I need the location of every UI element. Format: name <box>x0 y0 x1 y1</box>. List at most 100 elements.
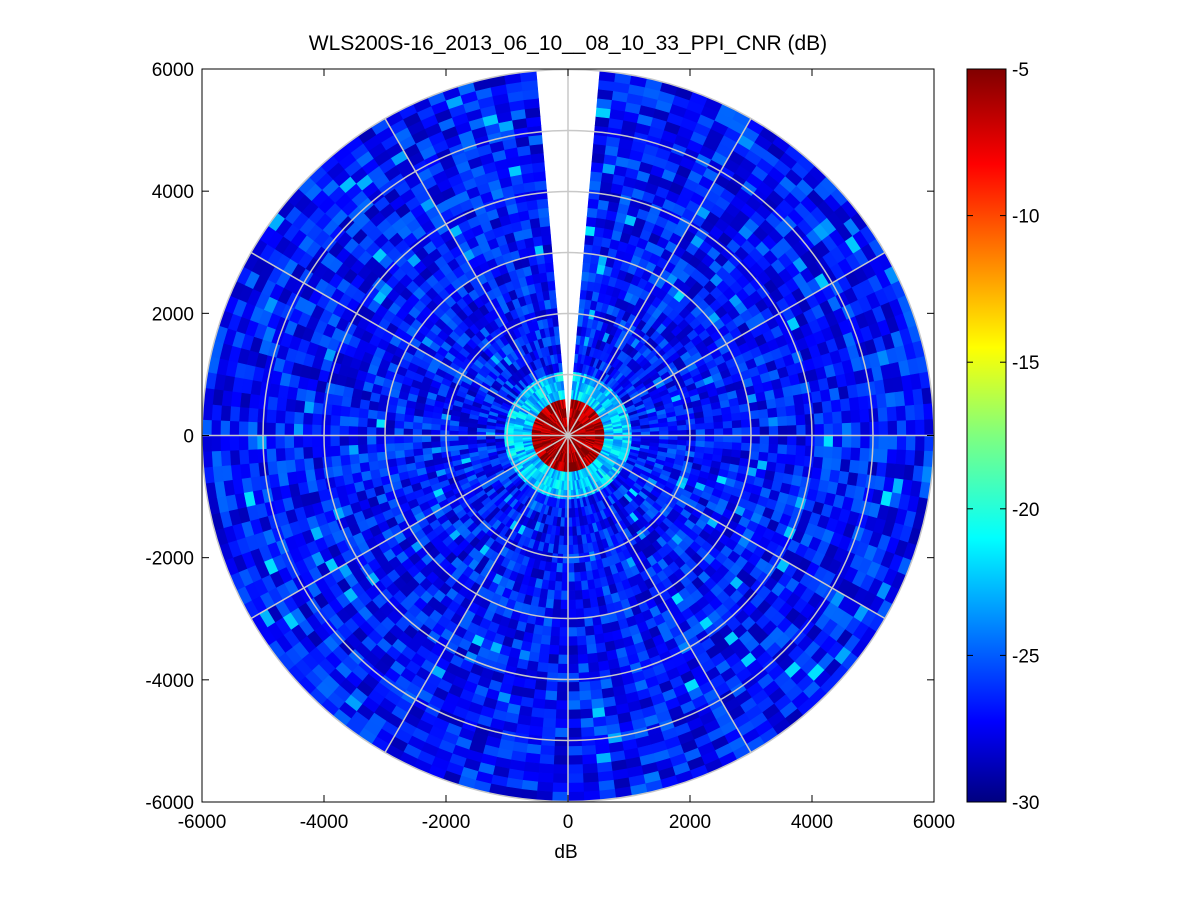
scan-cell <box>359 461 371 473</box>
scan-cell <box>813 445 825 459</box>
scan-cell <box>311 423 322 436</box>
scan-cell <box>750 426 761 436</box>
scan-cell <box>549 635 560 647</box>
scan-cell <box>293 423 304 436</box>
scan-cell <box>384 419 396 429</box>
scan-cell <box>554 727 569 738</box>
scan-cell <box>887 420 898 436</box>
scan-cell <box>904 404 916 422</box>
scan-cell <box>368 460 380 471</box>
scan-cell <box>375 426 386 436</box>
scan-cell <box>546 271 555 282</box>
scan-cell <box>529 716 544 728</box>
scan-cell <box>329 424 340 436</box>
scan-cell <box>265 421 276 436</box>
scan-cell <box>851 422 862 436</box>
scan-cell <box>558 627 569 638</box>
scan-cell <box>786 415 797 427</box>
scan-cell <box>555 700 569 711</box>
scan-cell <box>348 453 360 465</box>
scan-cell <box>339 454 351 466</box>
scan-cell <box>895 449 907 466</box>
scan-cell <box>868 408 880 423</box>
scan-cell <box>562 553 569 564</box>
scan-cell <box>535 189 548 200</box>
scan-cell <box>796 435 807 447</box>
scan-cell <box>403 448 415 458</box>
scan-cell <box>759 426 770 436</box>
scan-cell <box>832 435 843 448</box>
scan-cell <box>821 400 833 414</box>
scan-cell <box>851 435 862 449</box>
scan-cell <box>538 763 554 775</box>
scan-cell <box>649 427 660 433</box>
scan-cell <box>457 439 469 446</box>
scan-cell <box>294 399 306 413</box>
scan-cell <box>796 424 807 436</box>
scan-cell <box>553 755 569 766</box>
scan-cell <box>538 216 551 228</box>
scan-cell <box>869 421 880 436</box>
scan-cell <box>430 429 441 436</box>
scan-cell <box>439 429 450 436</box>
scan-cell <box>721 413 733 423</box>
scan-cell <box>536 661 549 673</box>
scan-cell <box>723 435 734 444</box>
scan-cell <box>713 435 724 443</box>
scan-cell <box>841 410 852 424</box>
scan-cell <box>914 404 925 421</box>
scan-cell <box>740 411 751 421</box>
scan-cell <box>713 428 724 436</box>
scan-cell <box>740 442 752 452</box>
scan-cell <box>302 446 314 459</box>
scan-cell <box>229 405 241 422</box>
scan-cell <box>527 125 543 137</box>
scan-cell <box>536 198 549 210</box>
scan-cell <box>590 161 605 173</box>
scan-cell <box>375 443 387 453</box>
scan-cell <box>554 718 569 729</box>
scan-cell <box>525 743 542 755</box>
scan-cell <box>776 453 788 465</box>
scan-cell <box>348 416 359 427</box>
scan-cell <box>722 441 733 451</box>
scan-cell <box>541 234 552 246</box>
scan-cell <box>321 402 333 416</box>
scan-cell <box>393 442 405 452</box>
scan-cell <box>275 447 286 462</box>
scan-cell <box>537 652 550 664</box>
scan-cell <box>247 421 258 436</box>
scan-cell <box>375 435 386 445</box>
scan-cell <box>730 412 742 422</box>
scan-cell <box>594 116 611 128</box>
scan-cell <box>329 435 340 447</box>
scan-cell <box>524 752 541 764</box>
scan-cell <box>850 409 861 424</box>
scan-cell <box>527 651 540 663</box>
scan-cell <box>848 396 861 412</box>
scan-cell <box>421 435 432 443</box>
scan-cell <box>312 401 324 415</box>
scan-cell <box>593 125 609 137</box>
scan-cell <box>749 418 761 428</box>
scan-cell <box>556 353 562 364</box>
scan-cell <box>785 405 797 417</box>
scan-cell <box>320 435 331 447</box>
scan-cell <box>293 435 304 448</box>
scan-cell <box>329 414 341 426</box>
scan-cell <box>219 419 231 436</box>
scan-cell <box>548 289 557 300</box>
scan-cell <box>393 419 405 429</box>
scan-cell <box>285 459 297 473</box>
scan-cell <box>537 262 547 274</box>
scan-cell <box>366 426 377 436</box>
scan-cell <box>247 435 258 450</box>
scan-cell <box>540 735 556 747</box>
scan-cell <box>552 782 569 793</box>
scan-cell <box>830 399 842 413</box>
scan-cell <box>248 393 260 409</box>
scan-cell <box>677 429 688 436</box>
scan-cell <box>530 707 545 719</box>
scan-cell <box>758 408 769 420</box>
scan-cell <box>777 444 788 455</box>
